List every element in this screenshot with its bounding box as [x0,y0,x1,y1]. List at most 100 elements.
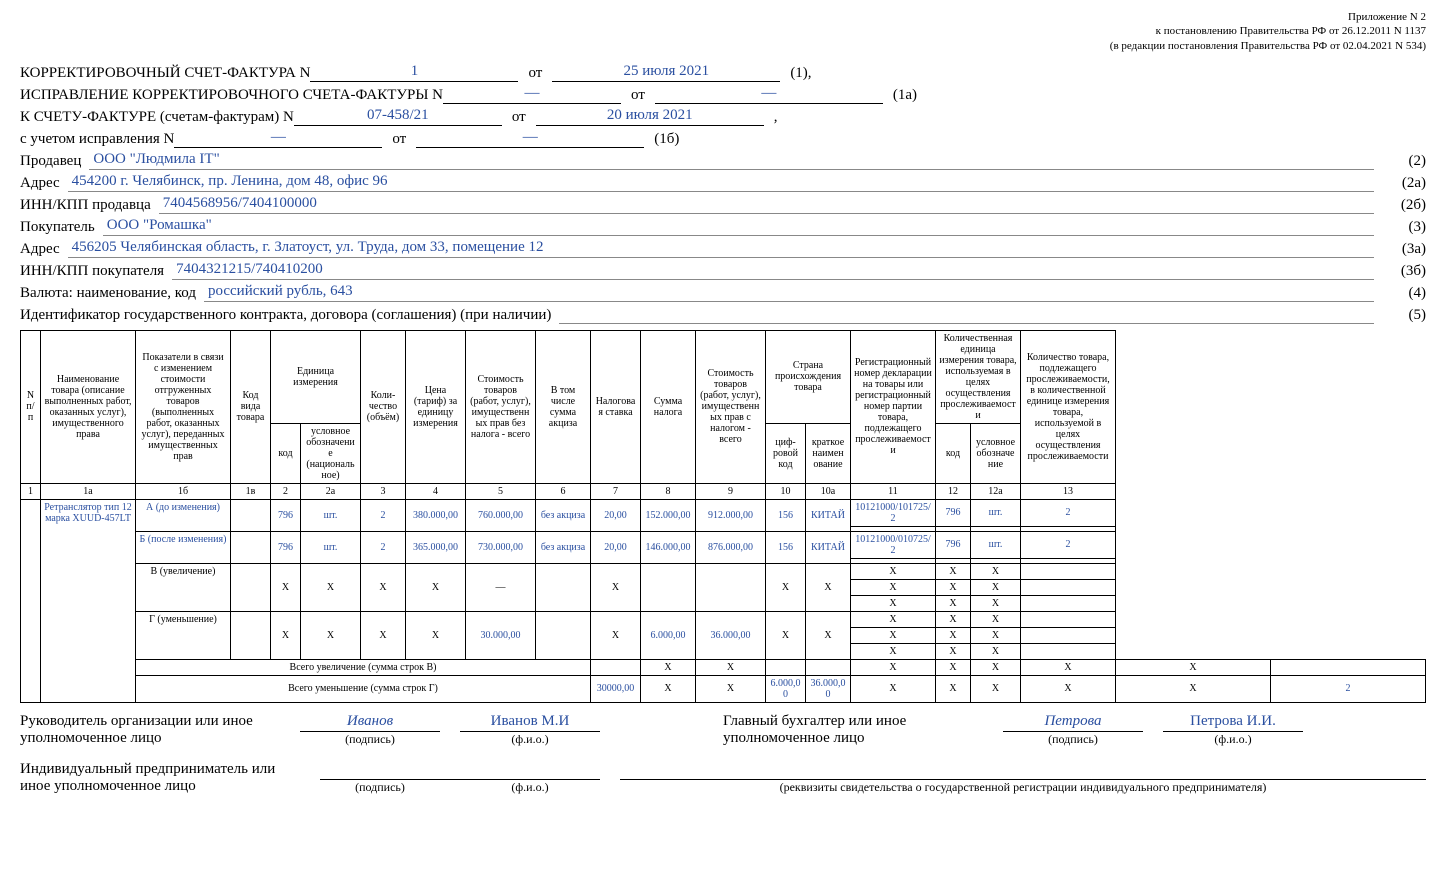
g-x9b: X [936,627,971,643]
cap-fio3: (ф.и.о.) [460,780,600,795]
g-x7: X [806,611,851,659]
th-rate: Налоговая ставка [591,330,641,483]
comma: , [774,109,778,126]
v-x9c: X [936,595,971,611]
v-x8c: X [851,595,936,611]
v-x9b: X [936,579,971,595]
ispr2-n: — [174,129,382,148]
ti-x1: X [641,659,696,675]
b-rate: 20,00 [591,531,641,563]
code-3a: (3а) [1386,241,1426,258]
seller-inn-label: ИНН/КПП продавца [20,197,151,214]
a-c12: 796 [936,499,971,526]
g-x11b [1021,627,1116,643]
num-10a: 10а [806,483,851,499]
g-akc [536,611,591,659]
num-3: 3 [361,483,406,499]
ip-sign [320,761,460,780]
row-v-label: В (увеличение) [136,563,231,611]
g-x5: X [591,611,641,659]
v-x2: X [301,563,361,611]
buyer-addr: 456205 Челябинская область, г. Златоуст,… [68,239,1374,258]
v-x11b [1021,579,1116,595]
ispr-date: — [655,85,883,104]
gk-row: Идентификатор государственного контракта… [20,305,1426,324]
seller-row: Продавец ООО "Людмила IT" (2) [20,151,1426,170]
hdr-ksf-row: КОРРЕКТИРОВОЧНЫЙ СЧЕТ-ФАКТУРА N 1 от 25 … [20,63,1426,82]
row-b-label: Б (после изменения) [136,531,231,563]
th-sum-w: Стоимость товаров (работ, услуг), имущес… [696,330,766,483]
sf-date: 20 июля 2021 [536,107,764,126]
ip-label: Индивидуальный предприниматель или иное … [20,761,300,795]
buyer-addr-row: Адрес 456205 Челябинская область, г. Зла… [20,239,1426,258]
ti-x4: X [936,659,971,675]
g-x9c: X [936,643,971,659]
b-akc: без акциза [536,531,591,563]
ti-sum-w [806,659,851,675]
g-x10c: X [971,643,1021,659]
ti-tax [766,659,806,675]
th-price: Цена (тариф) за единицу измерения [406,330,466,483]
th-akc: В том числе сумма акциза [536,330,591,483]
td-x4: X [936,675,971,702]
table-header-row: N п/п Наименование товара (описание выпо… [21,330,1426,423]
b-tax: 146.000,00 [641,531,696,563]
td-x3: X [851,675,936,702]
curr-label: Валюта: наименование, код [20,285,196,302]
th-qty: Коли­чество (объём) [361,330,406,483]
v-x4: X [406,563,466,611]
cap-podpis1: (подпись) [300,732,440,747]
total-inc-row: Всего увеличение (сумма строк В) X X X X… [21,659,1426,675]
a-c13: 2 [1021,499,1116,526]
g-x11c [1021,643,1116,659]
num-2a: 2а [301,483,361,499]
g-x4: X [406,611,466,659]
g-kodvida [231,611,271,659]
ti-x6: X [1021,659,1116,675]
th-n: N п/п [21,330,41,483]
buyer-value: ООО "Ромашка" [103,217,1374,236]
hdr-ispr2-row: с учетом исправления N — от — (1б) [20,129,1426,148]
th-tax: Сумма налога [641,330,696,483]
th-indicators: Показатели в связи с изменением стоимост… [136,330,231,483]
b-sum-wo: 730.000,00 [466,531,536,563]
v-x8: X [851,563,936,579]
cap-podpis3: (подпись) [320,780,440,795]
th-ctr-c: циф­ровой код [766,423,806,483]
th-country: Страна происхождения товара [766,330,851,423]
gk-label: Идентификатор государственного контракта… [20,307,551,324]
a-gtd: 10121000/101725/2 [851,499,936,526]
b-c12: 796 [936,531,971,558]
annex-block: Приложение N 2 к постановлению Правитель… [20,10,1426,53]
table-num-row: 1 1а 1б 1в 2 2а 3 4 5 6 7 8 9 10 10а 11 … [21,483,1426,499]
seller-inn: 7404568956/7404100000 [159,195,1374,214]
item-row-v1: В (увеличение) X X X X — X X X X X X [21,563,1426,579]
num-11: 11 [851,483,936,499]
sig-row-2: Индивидуальный предприниматель или иное … [20,761,1426,795]
b-ed: шт. [301,531,361,563]
b-kodvida [231,531,271,563]
v-x9: X [936,563,971,579]
hdr-ispr-label: ИСПРАВЛЕНИЕ КОРРЕКТИРОВОЧНОГО СЧЕТА-ФАКТ… [20,87,443,104]
v-kodvida [231,563,271,611]
code-2a: (2а) [1386,175,1426,192]
v-x11 [1021,563,1116,579]
g-x9: X [936,611,971,627]
item-row-a1: Ретранслятор тип 12 марка XUUD-457LT А (… [21,499,1426,526]
code-2b: (2б) [1386,197,1426,214]
code-3: (3) [1386,219,1426,236]
v-x5: X [591,563,641,611]
sig-row-1: Руководитель организации или иное уполно… [20,713,1426,747]
th-ed: условное обозначение (национальное) [301,423,361,483]
sig-glav: Главный бухгалтер или иное уполномоченно… [723,713,1426,747]
g-x11 [1021,611,1116,627]
ispr-n: — [443,85,621,104]
g-x6: X [766,611,806,659]
g-sum-wo: 30.000,00 [466,611,536,659]
a-qty: 2 [361,499,406,531]
hdr-sf-label: К СЧЕТУ-ФАКТУРЕ (счетам-фактурам) N [20,109,294,126]
td-tax: 6.000,00 [766,675,806,702]
total-dec-row: Всего уменьшение (сумма строк Г) 30000,0… [21,675,1426,702]
num-6: 6 [536,483,591,499]
total-dec-label: Всего уменьшение (сумма строк Г) [136,675,591,702]
